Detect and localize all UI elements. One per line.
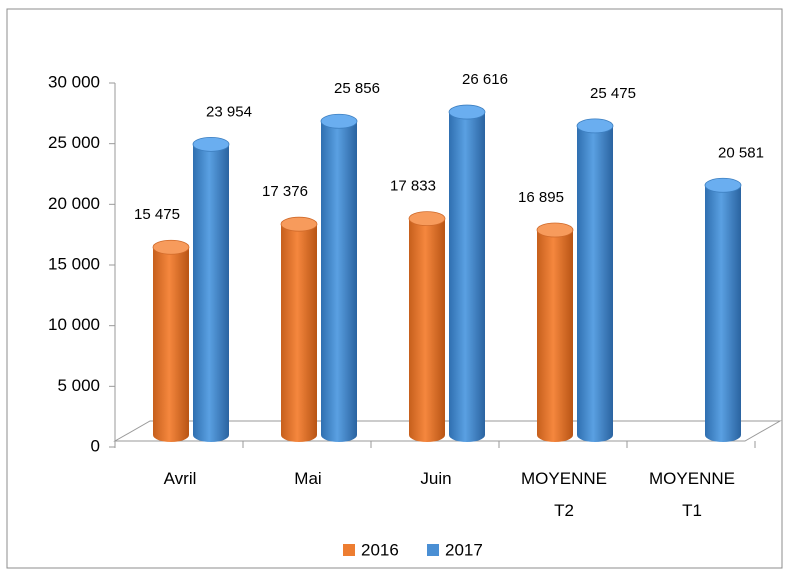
bar-top	[320, 113, 358, 129]
bar-body	[409, 218, 445, 442]
bar-body	[577, 125, 613, 443]
bar-top	[536, 222, 574, 238]
x-tick-label: Avril	[164, 469, 197, 488]
value-label: 25 475	[590, 85, 636, 102]
bar-body	[281, 224, 317, 442]
value-label: 17 833	[390, 178, 436, 195]
y-tick-label: 30 000	[48, 72, 100, 91]
legend-label: 2016	[361, 540, 399, 559]
bar-top	[280, 216, 318, 232]
bar-top	[408, 211, 446, 227]
y-tick-label: 10 000	[48, 315, 100, 334]
value-label: 16 895	[518, 189, 564, 206]
x-tick-label: MOYENNE T2	[521, 469, 607, 520]
y-tick-label: 15 000	[48, 254, 100, 273]
bar-top	[448, 104, 486, 120]
bar-top	[576, 118, 614, 134]
y-tick-label: 0	[91, 436, 100, 455]
x-tick-label: Juin	[420, 469, 451, 488]
legend-swatch	[427, 544, 439, 556]
bar-top	[152, 239, 190, 255]
value-label: 25 856	[334, 80, 380, 97]
value-label: 26 616	[462, 71, 508, 88]
value-label: 15 475	[134, 206, 180, 223]
value-label: 23 954	[206, 103, 252, 120]
bar-top	[192, 136, 230, 152]
y-tick-label: 20 000	[48, 194, 100, 213]
x-tick-label: MOYENNE T1	[649, 469, 735, 520]
bar-body	[153, 247, 189, 442]
y-tick-label: 5 000	[57, 376, 100, 395]
bar-top	[704, 177, 742, 193]
bar-body	[449, 112, 485, 442]
value-label: 17 376	[262, 183, 308, 200]
value-label: 20 581	[718, 144, 764, 161]
chart-border	[6, 8, 783, 569]
bar-body	[537, 230, 573, 442]
bar-body	[321, 121, 357, 443]
legend-label: 2017	[445, 540, 483, 559]
y-tick-label: 25 000	[48, 133, 100, 152]
x-tick-label: Mai	[294, 469, 321, 488]
bar-body	[193, 144, 229, 442]
bar-body	[705, 185, 741, 442]
legend-swatch	[343, 544, 355, 556]
